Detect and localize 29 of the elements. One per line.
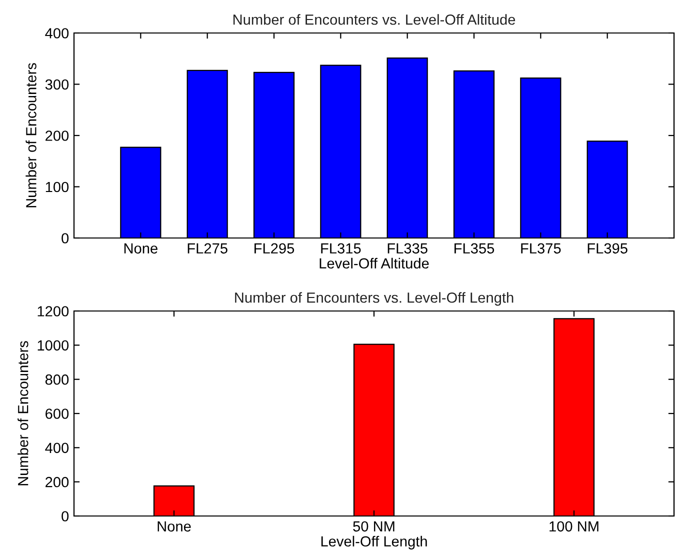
x-tick-label: FL335: [388, 243, 428, 254]
y-tick-label: 200: [46, 476, 69, 488]
chart-title: Number of Encounters vs. Level-Off Altitude: [233, 14, 516, 25]
y-tick-label: 1200: [38, 306, 69, 316]
x-tick-label: FL375: [521, 243, 561, 254]
y-tick-label: 200: [46, 130, 69, 141]
x-tick-label: FL275: [188, 243, 228, 254]
x-tick-label: FL355: [454, 243, 494, 254]
y-axis-title: Number of Encounters: [26, 63, 36, 208]
x-tick-label: FL295: [254, 243, 294, 254]
y-tick-label: 0: [62, 233, 69, 244]
y-tick-label: 300: [45, 79, 69, 90]
y-tick-label: 600: [46, 408, 69, 419]
y-tick-label: 0: [62, 511, 69, 522]
y-tick-label: 100: [46, 182, 69, 192]
y-tick-label: 800: [45, 374, 69, 385]
y-tick-label: 400: [45, 28, 69, 38]
x-tick-label: FL395: [588, 243, 628, 254]
x-tick-label: FL315: [321, 243, 361, 254]
x-tick-label: None: [124, 243, 158, 254]
x-tick-label: None: [158, 521, 191, 532]
x-axis-title: Level-Off Length: [321, 536, 427, 550]
y-axis-title: Number of Encounters: [18, 341, 28, 486]
x-tick-label: 50 NM: [353, 521, 394, 532]
x-axis-title: Level-Off Altitude: [320, 258, 429, 269]
y-tick-label: 400: [45, 442, 69, 454]
x-tick-label: 100 NM: [550, 521, 598, 532]
y-tick-label: 1000: [38, 340, 69, 351]
chart-title: Number of Encounters vs. Level-Off Length: [235, 292, 514, 306]
